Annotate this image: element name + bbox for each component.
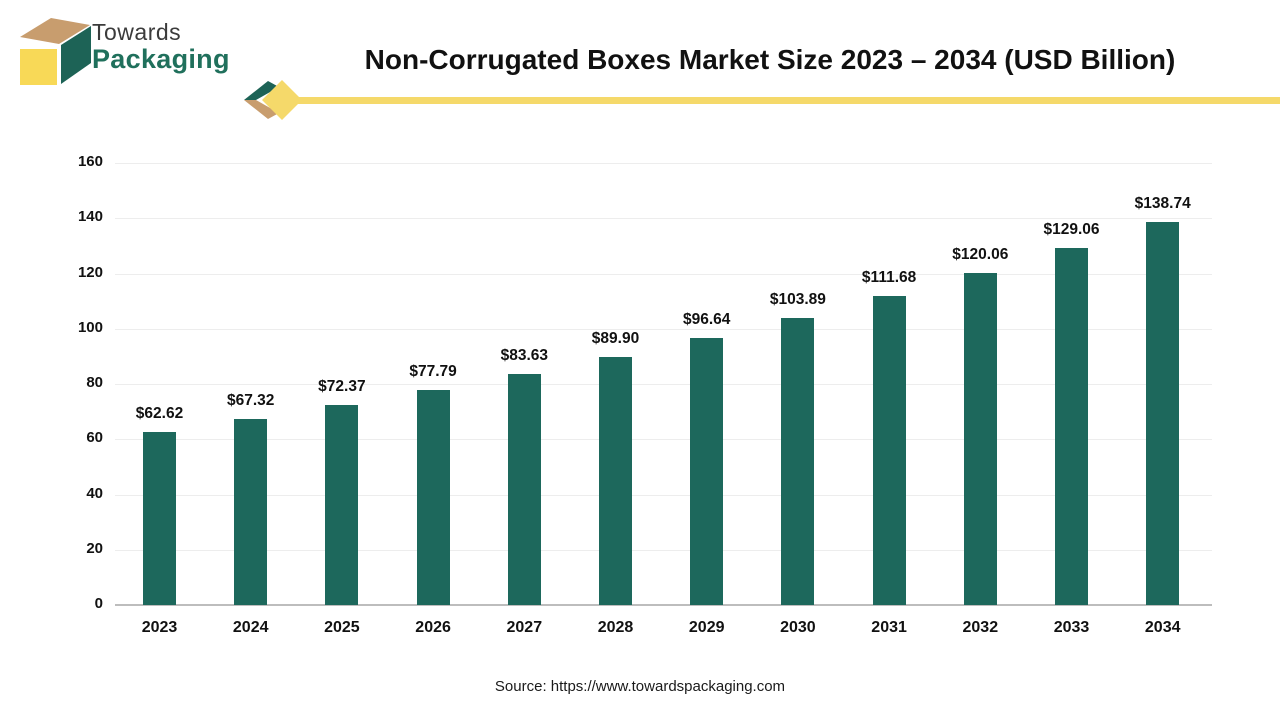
bar-value-label: $138.74 (1134, 194, 1191, 212)
bar-value-label: $96.64 (682, 311, 731, 329)
gridline (115, 549, 1212, 551)
logo-line2: Packaging (92, 44, 230, 75)
gridline (115, 494, 1212, 496)
title-underline (296, 97, 1280, 104)
chevron-diamond-icon (244, 80, 302, 120)
bar-2028 (599, 356, 632, 605)
gridline (115, 439, 1212, 441)
y-tick-label: 140 (77, 208, 103, 226)
y-tick-label: 40 (86, 484, 103, 502)
bar-2023 (143, 432, 176, 605)
bar-2027 (507, 373, 541, 605)
x-tick-label: 2029 (688, 619, 725, 636)
gridline (115, 218, 1212, 220)
x-tick-label: 2026 (415, 619, 451, 636)
x-tick-label: 2031 (871, 619, 907, 636)
bar-value-label: $62.62 (135, 405, 184, 422)
bar-2032 (963, 273, 997, 605)
x-tick-label: 2027 (506, 619, 543, 636)
bar-2033 (1055, 248, 1088, 605)
bar-2029 (690, 338, 724, 605)
gridline (115, 273, 1212, 275)
x-tick-label: 2030 (780, 619, 816, 636)
x-tick-label: 2025 (324, 619, 360, 636)
bar-2024 (234, 419, 268, 605)
bar-2031 (872, 296, 906, 605)
y-tick-label: 80 (86, 374, 103, 391)
bar-2030 (781, 318, 815, 605)
bar-value-label: $83.63 (500, 346, 549, 364)
logo-line1: Towards (92, 19, 182, 45)
bar-value-label: $129.06 (1043, 221, 1100, 239)
bar-value-label: $120.06 (952, 246, 1009, 264)
bar-value-label: $111.68 (861, 269, 917, 287)
page-title: Non-Corrugated Boxes Market Size 2023 – … (364, 44, 1176, 75)
gridline (115, 163, 1212, 164)
source-text: Source: https://www.towardspackaging.com (494, 678, 786, 695)
y-tick-label: 100 (77, 318, 103, 336)
x-tick-label: 2032 (962, 619, 999, 636)
bar-value-label: $103.89 (769, 291, 826, 308)
gridline (115, 328, 1212, 330)
bar-chart: 0 20 40 60 80 100 120 140 160 $62.62 2023 $67.32 202… (0, 130, 1280, 660)
bar-2034 (1146, 221, 1180, 605)
bar-value-label: $67.32 (226, 392, 275, 410)
bar-value-label: $77.79 (409, 363, 457, 381)
x-tick-label: 2033 (1053, 619, 1090, 636)
y-tick-label: 160 (77, 153, 103, 170)
x-tick-label: 2024 (232, 619, 269, 636)
logo-text: Towards Packaging (92, 19, 230, 75)
gridline (115, 384, 1212, 385)
bar-2025 (325, 405, 359, 605)
bar-value-label: $89.90 (591, 329, 640, 347)
bar-2026 (416, 390, 450, 605)
box-logo-icon (20, 18, 91, 85)
logo: Towards Packaging (10, 8, 260, 98)
x-tick-label: 2028 (597, 619, 634, 636)
bar-value-label: $72.37 (318, 378, 366, 396)
y-tick-label: 60 (86, 429, 103, 447)
x-tick-label: 2034 (1144, 619, 1181, 636)
y-tick-label: 120 (77, 263, 103, 281)
y-tick-label: 20 (86, 539, 103, 557)
y-tick-label: 0 (94, 595, 103, 612)
x-axis-baseline (115, 604, 1212, 606)
x-tick-label: 2023 (141, 619, 178, 636)
